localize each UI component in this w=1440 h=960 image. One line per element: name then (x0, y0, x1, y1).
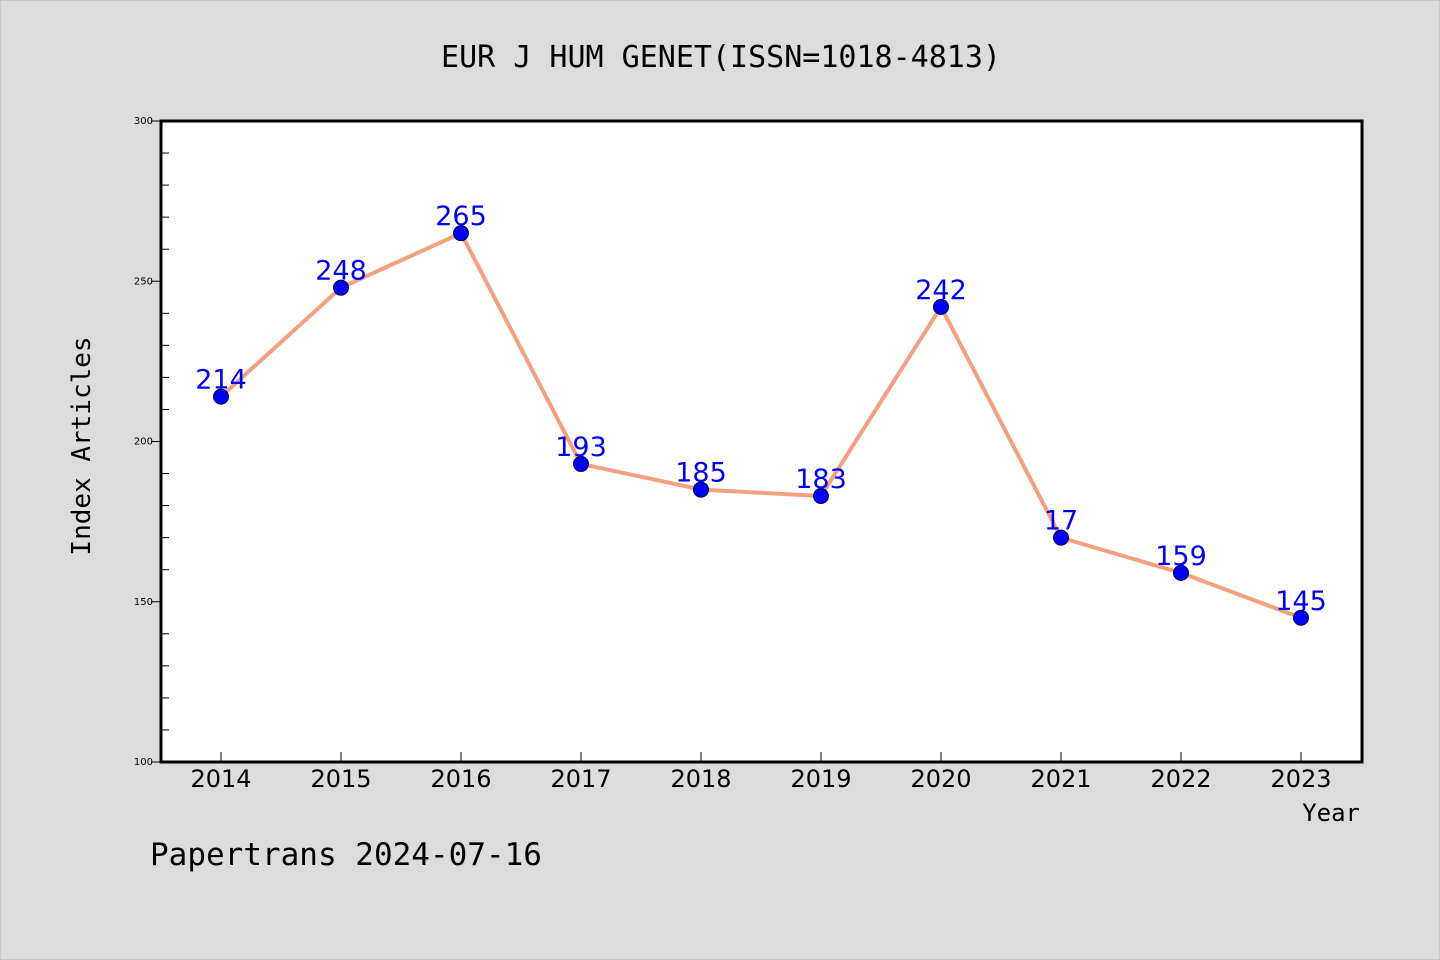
y-tick-label: 200 (134, 437, 153, 448)
data-label: 248 (315, 256, 367, 287)
y-tick-label: 250 (134, 276, 153, 287)
plot-frame (159, 119, 1364, 764)
data-label: 193 (555, 432, 607, 463)
data-label: 183 (795, 464, 847, 495)
data-label: 159 (1155, 541, 1207, 572)
x-tick-label: 2015 (310, 765, 371, 793)
data-label: 214 (195, 365, 247, 396)
footer-credit: Papertrans 2024-07-16 (150, 837, 542, 873)
chart-marks: 100 150 200 250 300 2014 2015 2016 2017 2018 2019 2… (134, 116, 1332, 793)
data-point (573, 455, 589, 472)
chart-title: EUR J HUM GENET(ISSN=1018-4813) (441, 40, 1001, 75)
x-tick-label: 2018 (670, 765, 731, 793)
x-axis-label: Year (1302, 799, 1360, 827)
x-tick-label: 2023 (1270, 765, 1331, 793)
data-point (693, 481, 709, 498)
data-point (213, 388, 229, 405)
data-label: 242 (915, 275, 967, 306)
data-label: 265 (435, 201, 487, 232)
data-label: 145 (1275, 586, 1327, 617)
x-tick-label: 2017 (550, 765, 611, 793)
y-tick-label: 100 (134, 757, 153, 768)
data-label: 185 (675, 458, 727, 489)
data-point (453, 225, 469, 242)
data-label: 17 (1044, 506, 1078, 537)
x-tick-label: 2016 (430, 765, 491, 793)
data-point (813, 487, 829, 504)
x-tick-label: 2020 (910, 765, 971, 793)
data-point (933, 298, 949, 315)
data-point (333, 279, 349, 296)
series-line (219, 231, 1303, 620)
x-tick-label: 2022 (1150, 765, 1211, 793)
x-tick-label: 2021 (1030, 765, 1091, 793)
y-axis-label: Index Articles (67, 336, 97, 555)
y-tick-label: 150 (134, 597, 153, 608)
data-point (1173, 564, 1189, 581)
x-tick-label: 2014 (190, 765, 251, 793)
plot-area (161, 121, 1362, 762)
y-tick-label: 300 (134, 116, 153, 127)
data-point (1053, 529, 1069, 546)
data-point (1293, 609, 1309, 626)
x-tick-label: 2019 (790, 765, 851, 793)
